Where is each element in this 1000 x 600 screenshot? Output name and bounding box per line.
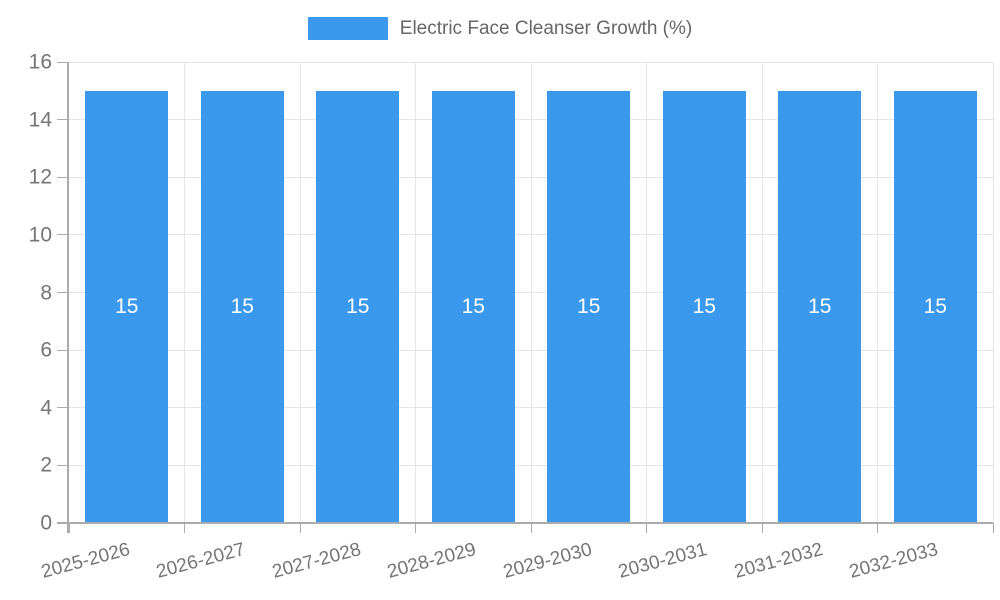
x-axis-category-label: 2030-2031 [616, 539, 710, 583]
y-tick-mark [57, 234, 69, 236]
x-tick-mark [877, 523, 878, 533]
x-tick-mark [299, 523, 301, 533]
bar[interactable] [778, 90, 862, 523]
y-axis-tick-label: 6 [40, 338, 52, 362]
x-gridline [646, 62, 647, 523]
bar-value-label: 15 [577, 294, 601, 318]
bar-value-label: 15 [923, 294, 947, 318]
bar-value-label: 15 [808, 294, 832, 318]
x-gridline [992, 62, 994, 523]
y-axis-tick-label: 4 [40, 396, 52, 420]
bar[interactable] [85, 90, 169, 523]
bar[interactable] [547, 90, 631, 523]
bar-value-label: 15 [692, 294, 716, 318]
bar-value-label: 15 [115, 294, 139, 318]
x-axis-category-label: 2028-2029 [385, 539, 479, 583]
bar-value-label: 15 [346, 294, 370, 318]
legend-label[interactable]: Electric Face Cleanser Growth (%) [399, 18, 693, 39]
x-axis-category-label: 2032-2033 [847, 539, 941, 583]
bar[interactable] [200, 90, 284, 523]
x-axis-category-label: 2025-2026 [38, 539, 133, 583]
y-axis-tick-label: 16 [28, 50, 52, 74]
y-tick-mark [57, 349, 69, 351]
x-tick-mark [646, 523, 647, 533]
y-tick-mark [57, 464, 69, 466]
x-axis-category-label: 2027-2028 [269, 539, 364, 583]
y-tick-mark [57, 61, 69, 63]
y-axis-tick-label: 12 [28, 165, 52, 189]
x-tick-mark [415, 523, 416, 533]
x-gridline [877, 62, 878, 523]
y-axis-tick-label: 8 [40, 281, 52, 304]
x-axis-category-label: 2026-2027 [154, 539, 248, 583]
legend: Electric Face Cleanser Growth (%) [0, 17, 1000, 40]
y-axis-line [67, 62, 69, 533]
bar[interactable] [431, 90, 515, 523]
bar-value-label: 15 [461, 294, 485, 318]
bar[interactable] [893, 90, 977, 523]
y-axis-tick-label: 0 [40, 511, 52, 535]
x-gridline [415, 62, 416, 523]
y-tick-mark [57, 292, 69, 293]
y-axis-tick-label: 14 [28, 108, 52, 132]
legend-swatch[interactable] [307, 17, 388, 40]
x-tick-mark [761, 523, 763, 533]
x-gridline [530, 62, 532, 523]
x-axis-category-label: 2031-2032 [731, 539, 826, 583]
y-tick-mark [57, 176, 69, 178]
x-gridline [299, 62, 301, 523]
bar-value-label: 15 [230, 294, 254, 318]
y-axis-tick-label: 10 [28, 223, 52, 247]
x-tick-mark [68, 523, 70, 533]
y-tick-mark [57, 407, 69, 409]
bar[interactable] [662, 90, 746, 523]
x-axis-category-label: 2029-2030 [500, 539, 595, 583]
y-tick-mark [57, 119, 69, 121]
x-tick-mark [184, 523, 185, 533]
bar[interactable] [316, 90, 400, 523]
x-gridline [761, 62, 763, 523]
x-gridline [184, 62, 185, 523]
x-tick-mark [530, 523, 532, 533]
y-axis-tick-label: 2 [40, 453, 52, 477]
x-tick-mark [992, 523, 994, 533]
x-axis-line [57, 522, 993, 524]
